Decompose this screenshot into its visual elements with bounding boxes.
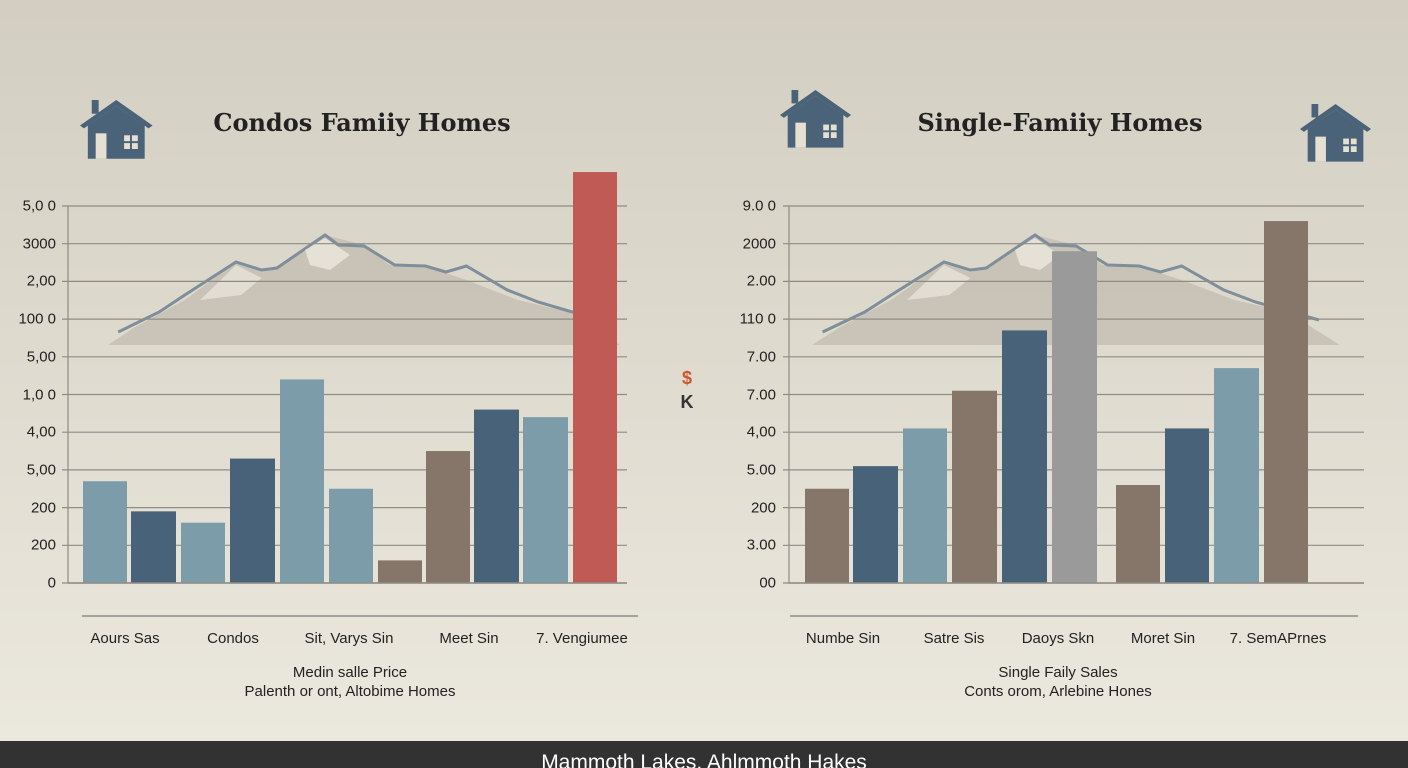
y-tick-label: 4,00 — [746, 423, 776, 441]
house-icon — [1300, 104, 1372, 162]
bar — [426, 451, 470, 583]
right-category-label: 7. SemAPrnes — [1229, 630, 1327, 647]
y-tick-label: 200 — [30, 499, 56, 517]
left-chart-subtitle: Medin salle Price Palenth or ont, Altobi… — [245, 663, 456, 701]
left-category-label: 7. Vengiumee — [536, 630, 628, 647]
bar — [329, 488, 373, 583]
bar — [181, 522, 225, 583]
house-icon — [780, 90, 852, 148]
mountain-ridge-line — [821, 233, 1320, 334]
bar — [523, 417, 568, 583]
right-chart-title: Single-Famiiy Homes — [917, 108, 1203, 137]
y-tick-label: 7.00 — [746, 386, 776, 403]
y-tick-label: 100 0 — [18, 310, 56, 328]
y-tick-label: 3000 — [22, 235, 56, 253]
left-category-label: Aours Sas — [90, 630, 160, 647]
footer-bar: Mammoth Lakes, Ahlmmoth Hakes — [0, 741, 1408, 768]
left-chart-title: Condos Famiiy Homes — [213, 108, 511, 137]
bar — [1165, 428, 1209, 583]
right-category-label: Satre Sis — [923, 630, 985, 647]
y-tick-label: 9.0 0 — [742, 197, 776, 215]
y-tick-label: 0 — [47, 574, 56, 592]
y-tick-label: 5,0 0 — [22, 197, 56, 215]
y-tick-label: 200 — [750, 499, 776, 517]
bar — [83, 481, 127, 583]
bar — [1002, 330, 1047, 583]
left-category-label: Condos — [207, 630, 259, 647]
mountain-snow — [1015, 238, 1060, 270]
bar — [1264, 221, 1308, 583]
bar — [903, 428, 947, 583]
y-tick-label: 5,00 — [26, 348, 56, 366]
bar — [952, 390, 997, 583]
left-category-label: Meet Sin — [439, 630, 499, 647]
left-subtitle-line-2: Palenth or ont, Altobime Homes — [244, 683, 456, 700]
y-tick-label: 2,00 — [26, 272, 56, 290]
bar — [853, 466, 898, 583]
mountain-icon — [108, 235, 620, 345]
right-chart-subtitle: Single Faily Sales Conts orom, Arlebine … — [964, 663, 1152, 701]
bar — [1052, 251, 1097, 584]
bar — [280, 379, 324, 583]
y-tick-label: 00 — [759, 574, 776, 592]
y-tick-label: 7.00 — [746, 348, 776, 366]
mountain-ridge-line — [117, 233, 600, 334]
y-tick-label: 110 0 — [739, 310, 776, 328]
left-category-label: Sit, Varys Sin — [304, 630, 394, 647]
y-tick-label: 2.00 — [746, 272, 776, 290]
house-icon — [80, 100, 153, 159]
bar — [474, 409, 519, 583]
y-tick-label: 5.00 — [746, 461, 776, 479]
y-tick-label: 2000 — [742, 235, 776, 253]
y-tick-label: 200 — [30, 536, 56, 554]
bar — [805, 488, 849, 583]
mountain-snow — [200, 265, 262, 300]
y-tick-label: 1,0 0 — [22, 386, 56, 403]
y-tick-label: 4,00 — [26, 423, 56, 441]
bar — [573, 172, 617, 583]
y-tick-label: 5,00 — [26, 461, 56, 479]
dollar-unit-label: $ — [681, 368, 692, 388]
left-subtitle-line-1: Medin salle Price — [292, 664, 408, 681]
right-subtitle-line-1: Single Faily Sales — [998, 664, 1118, 681]
bar — [378, 560, 422, 583]
bar — [230, 458, 275, 583]
bar — [1214, 368, 1259, 583]
footer-caption: Mammoth Lakes, Ahlmmoth Hakes — [541, 751, 867, 768]
right-category-label: Daoys Skn — [1021, 630, 1095, 647]
bar — [131, 511, 176, 583]
right-category-label: Numbe Sin — [805, 630, 881, 647]
right-subtitle-line-2: Conts orom, Arlebine Hones — [964, 683, 1152, 700]
mountain-snow — [907, 265, 971, 300]
y-tick-label: 3.00 — [746, 536, 776, 554]
mountain-snow — [305, 238, 350, 270]
k-unit-label: K — [680, 392, 694, 412]
bar — [1116, 484, 1160, 583]
right-category-label: Moret Sin — [1130, 630, 1196, 647]
